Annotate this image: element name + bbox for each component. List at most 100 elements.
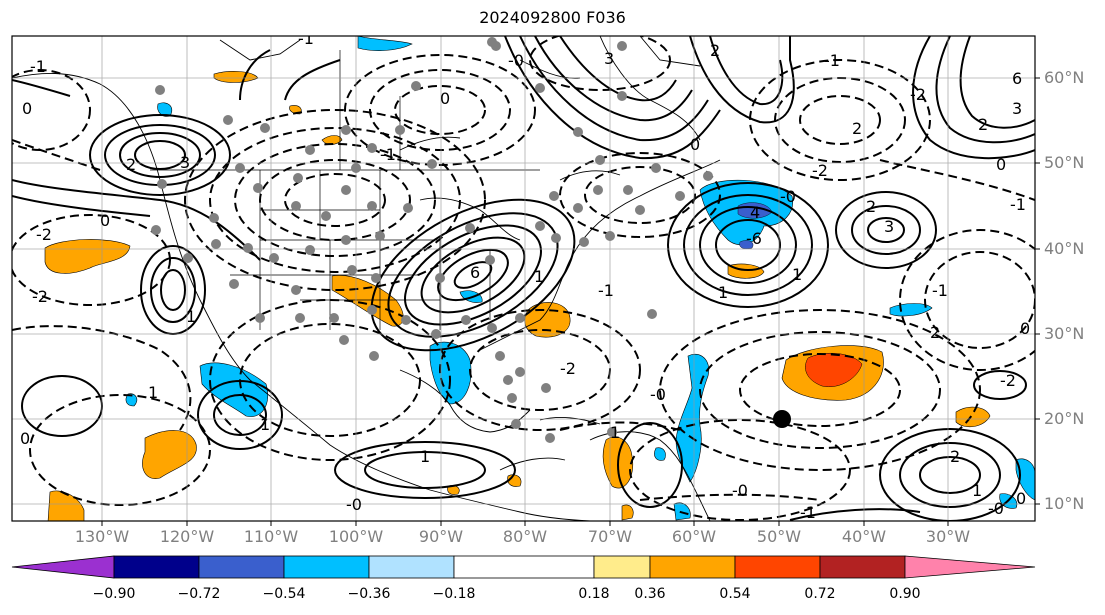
colorbar-tick-label: 0.54 [719,586,751,602]
colorbar-tick-label: −0.54 [262,586,306,602]
dashed-contours [12,36,1035,521]
contour-label: -1 [298,29,314,48]
solid-contours [12,36,1035,521]
lon-label: 80°W [502,527,548,546]
contour-label: 1 [610,423,620,442]
tick-marks [101,77,1040,526]
contour-label: 0 [996,155,1006,174]
contour-label: 6 [1012,69,1022,88]
colorbar-tick-label: 0.18 [578,586,610,602]
contour-label: -2 [1000,371,1016,390]
contour-label: -0 [650,385,666,404]
contour-label-group: -1 0 -2 -2 0 2 3 0 1 1 1 -1 0 -0 3 2 -1 … [20,29,1030,522]
colorbar-segment [904,555,1036,579]
contour-label: -0 [732,481,748,500]
contour-label: -1 [598,281,614,300]
shaded-negative-regions [125,36,1035,521]
contour-label: 2 [866,197,876,216]
state-borders [150,50,540,330]
lon-label: 120°W [159,527,215,546]
observation-points [151,37,713,443]
contour-label: 3 [180,153,190,172]
lat-label: 60°N [1044,68,1085,87]
contour-label: -1 [932,281,948,300]
colorbar-segment [734,555,821,579]
contour-label: 1 [792,265,802,284]
lat-label: 20°N [1044,409,1085,428]
colorbar-segment [593,555,651,579]
contour-label: 1 [534,267,544,286]
contour-label: 2 [978,115,988,134]
colorbar-tick-label: 0.90 [889,586,921,602]
colorbar-segment [113,555,200,579]
contour-label: -2 [560,359,576,378]
lat-label: 30°N [1044,324,1085,343]
contour-label: -2 [32,287,48,306]
map-frame [11,35,1036,522]
lat-label: 10°N [1044,494,1085,513]
contour-label: 1 [148,383,158,402]
contour-label: 2 [852,119,862,138]
contour-label: -2 [36,225,52,244]
contour-label: -1 [824,51,840,70]
graticule [12,36,1035,521]
contour-label: 1 [186,307,196,326]
contour-label: -0 [508,51,524,70]
contour-label: 6 [470,263,480,282]
colorbar-segment [198,555,285,579]
contour-label: 0 [100,211,110,230]
contour-label: 1 [420,447,430,466]
contour-label: -1 [30,57,46,76]
colorbar-segment [649,555,736,579]
contour-label: 3 [884,217,894,236]
lon-label: 90°W [418,527,464,546]
contour-label: 3 [604,49,614,68]
contour-label: 0 [690,135,700,154]
lon-label: 40°W [841,527,887,546]
contour-label: 1 [260,415,270,434]
lat-label: 50°N [1044,153,1085,172]
map-title: 2024092800 F036 [479,8,626,27]
contour-label: -1 [800,503,816,522]
contour-label: 0 [440,89,450,108]
lon-label: 70°W [587,527,633,546]
contour-label: -0 [988,499,1004,518]
lon-label: 50°W [756,527,802,546]
contour-label: 0 [20,429,30,448]
contour-label: -2 [812,161,828,180]
highlighted-point [773,410,791,428]
colorbar-segment [453,555,595,579]
contour-label: -6 [746,229,762,248]
contour-label: 1 [718,283,728,302]
colorbar-tick-label: −0.72 [177,586,221,602]
colorbar-tick-label: 0.72 [804,586,836,602]
lon-label: 60°W [671,527,717,546]
contour-label: 0 [1020,319,1030,338]
shaded-strong-positive-region [805,352,863,388]
contour-label: -1 [380,145,396,164]
lon-label: 30°W [925,527,971,546]
contour-label: 2 [126,155,136,174]
lat-label: 40°N [1044,239,1085,258]
colorbar-tick-label: 0.36 [634,586,666,602]
colorbar-tick-label: −0.90 [92,586,136,602]
contour-label: -2 [910,85,926,104]
lon-label: 130°W [74,527,130,546]
colorbar-tick-label: −0.18 [432,586,476,602]
contour-label: -0 [346,495,362,514]
colorbar-segment [368,555,455,579]
colorbar [11,555,1036,579]
contour-label: 2 [950,447,960,466]
contour-label: 3 [1012,99,1022,118]
contour-label: 2 [710,41,720,60]
contour-label: 4 [750,203,760,222]
lon-label: 100°W [328,527,384,546]
contour-label: -0 [780,187,796,206]
contour-label: 0 [22,99,32,118]
contour-label: 2 [930,323,940,342]
colorbar-segment [283,555,370,579]
lon-label: 110°W [243,527,299,546]
contour-label: 0 [1016,489,1026,508]
contour-label: 1 [972,481,982,500]
